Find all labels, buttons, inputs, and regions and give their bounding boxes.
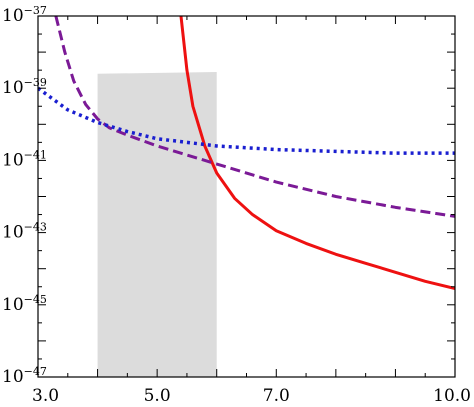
y-tick-label: 10−41 xyxy=(2,148,47,170)
ticks-layer xyxy=(37,15,456,378)
x-tick-label: 7.0 xyxy=(263,386,290,406)
y-tick-label: 10−37 xyxy=(2,4,47,26)
series-line-dotted xyxy=(38,86,455,155)
series-line-solid xyxy=(179,16,455,291)
y-tick-label: 10−43 xyxy=(2,221,47,243)
shaded-region-layer xyxy=(97,71,217,377)
y-tick-label: 10−47 xyxy=(2,365,47,387)
y-tick-label: 10−39 xyxy=(2,76,47,98)
x-tick-label: 10.0 xyxy=(433,386,471,406)
series-layer xyxy=(38,16,455,291)
y-tick-label: 10−45 xyxy=(2,293,47,315)
x-tick-label: 5.0 xyxy=(144,386,171,406)
shaded-region xyxy=(97,71,217,377)
x-tick-label: 3.0 xyxy=(32,386,59,406)
tick-labels-layer: 3.0 5.0 7.0 10.0 10−47 10−45 10−43 10−41 10−39 10… xyxy=(2,4,471,406)
series-line-dashed xyxy=(54,16,455,218)
